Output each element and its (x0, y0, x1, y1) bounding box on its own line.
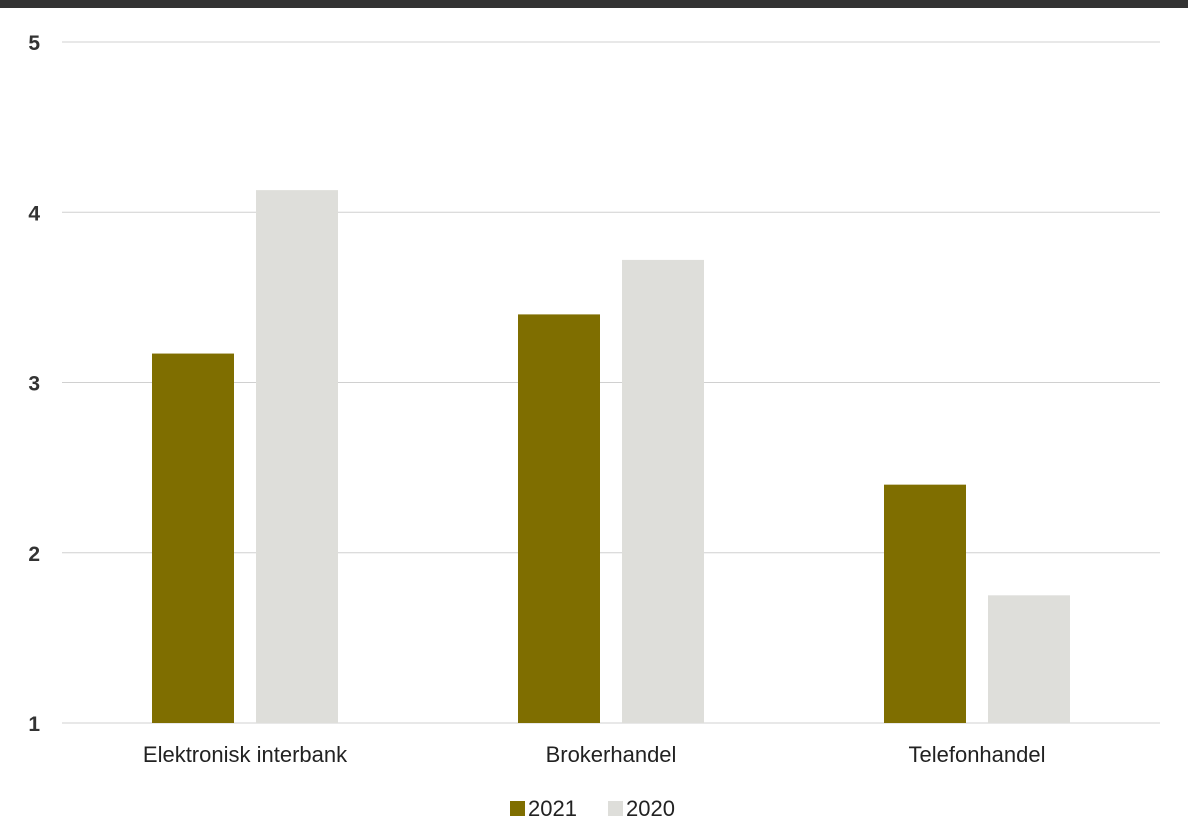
grid-layer (62, 41, 1160, 724)
x-tick-label: Telefonhandel (908, 742, 1045, 767)
bar-2020-2 (988, 595, 1070, 723)
bar-2020-0 (256, 190, 338, 723)
y-tick-label: 3 (28, 373, 40, 396)
bar-2021-0 (152, 353, 234, 723)
y-axis: 1 2 3 4 5 (28, 32, 40, 736)
legend-label-2020: 2020 (626, 796, 675, 821)
x-tick-label: Brokerhandel (546, 742, 677, 767)
legend-label-2021: 2021 (528, 796, 577, 821)
legend: 2021 2020 (510, 796, 675, 821)
y-tick-label: 4 (28, 202, 40, 225)
bar-2021-2 (884, 484, 966, 723)
legend-swatch-2021 (510, 801, 525, 816)
legend-swatch-2020 (608, 801, 623, 816)
y-tick-label: 5 (28, 32, 40, 55)
x-axis: Elektronisk interbank Brokerhandel Telefon… (143, 742, 1046, 767)
y-tick-label: 1 (28, 713, 40, 736)
y-tick-label: 2 (28, 543, 40, 566)
bar-2021-1 (518, 314, 600, 723)
top-bar (0, 0, 1188, 8)
bar-2020-1 (622, 259, 704, 723)
bars (152, 190, 1070, 723)
x-tick-label: Elektronisk interbank (143, 742, 348, 767)
